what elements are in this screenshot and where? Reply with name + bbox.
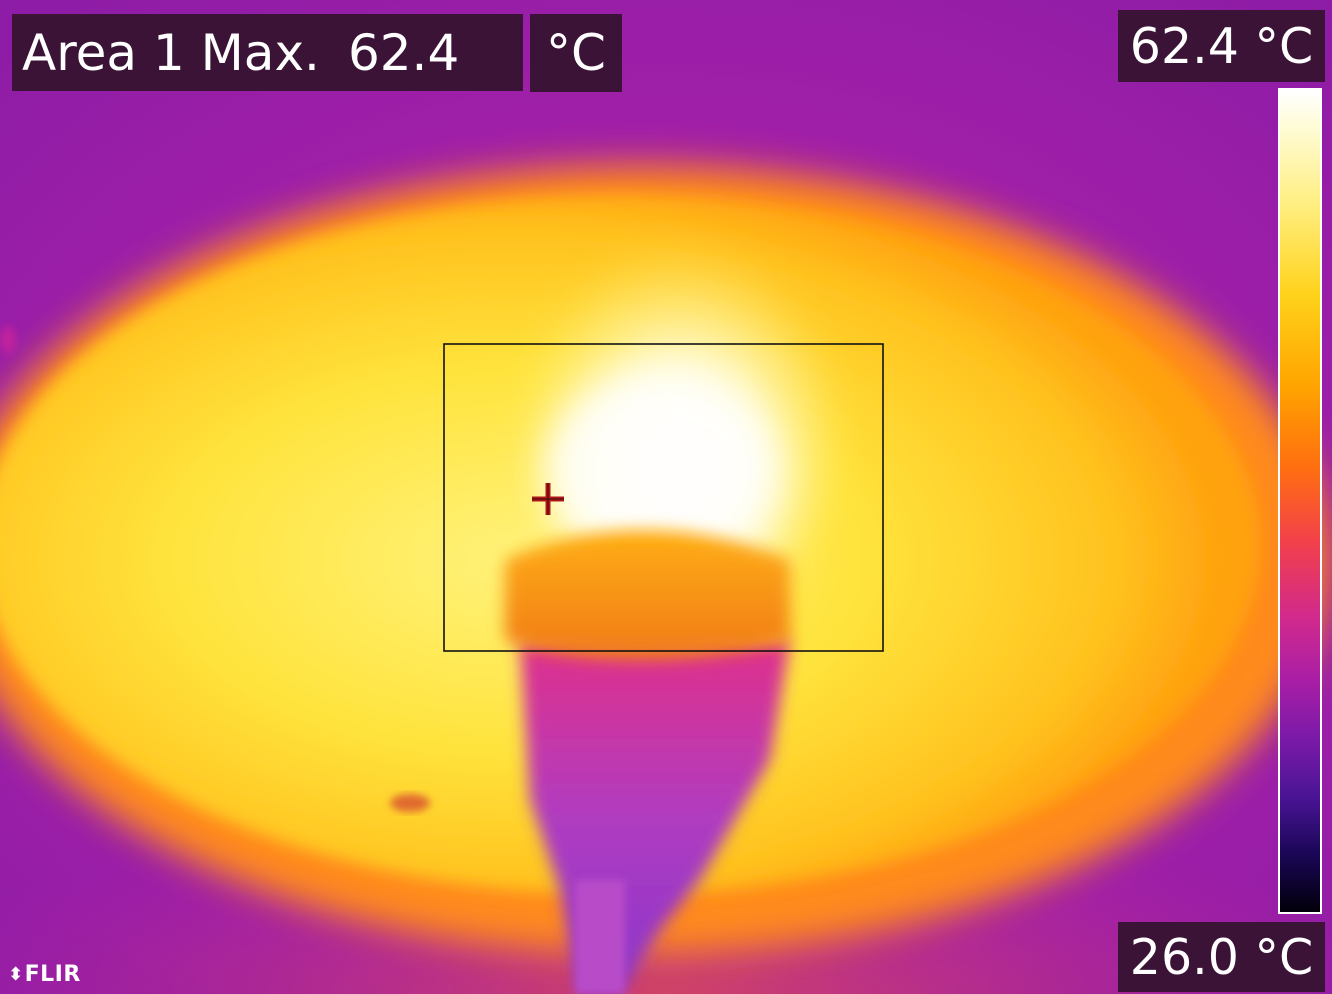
color-scale-bar [1278, 88, 1322, 914]
flir-mark-icon: ⬍ [8, 964, 24, 985]
measurement-readout: Area 1 Max. 62.4 [12, 14, 523, 91]
measurement-unit: °C [530, 14, 622, 92]
measurement-area-box [443, 343, 884, 652]
measurement-label: Area 1 Max. [22, 23, 320, 82]
scale-max-text: 62.4 °C [1129, 17, 1314, 75]
scale-min-text: 26.0 °C [1129, 928, 1314, 986]
flir-logo-text: FLIR [24, 962, 81, 987]
scale-min-label: 26.0 °C [1118, 922, 1325, 992]
measurement-value: 62.4 [347, 23, 460, 82]
scale-max-label: 62.4 °C [1118, 10, 1325, 82]
flir-logo: ⬍ FLIR [8, 962, 81, 987]
crosshair-icon [532, 483, 564, 515]
measurement-unit-label: °C [546, 24, 606, 82]
